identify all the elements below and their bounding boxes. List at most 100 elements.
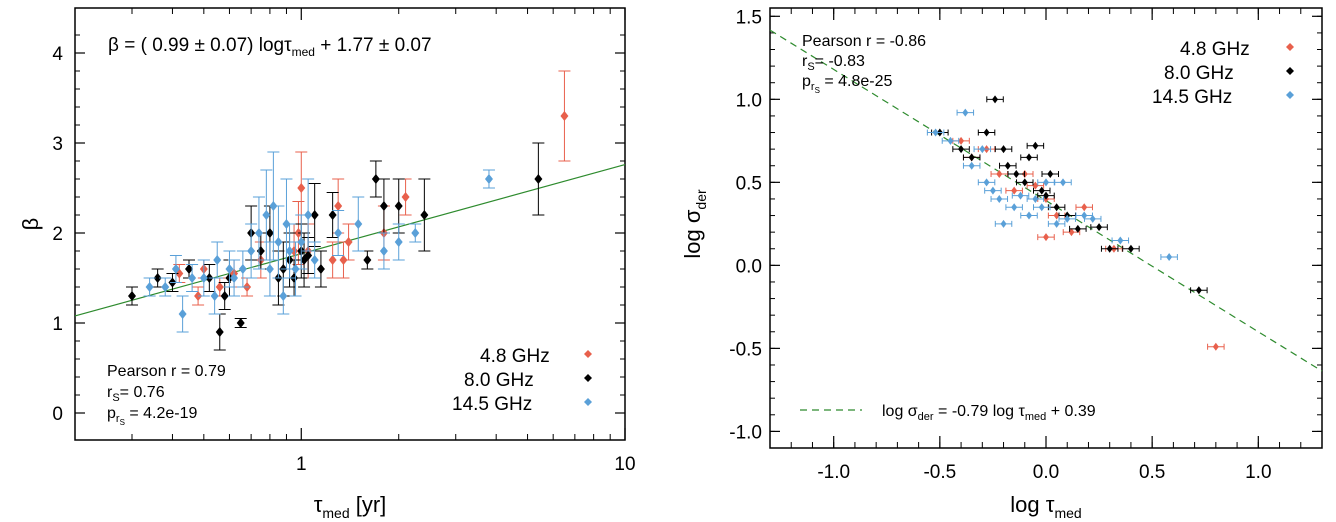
right-point (1004, 161, 1011, 170)
right-legend: 4.8 GHz 8.0 GHz 14.5 GHz (1152, 39, 1294, 108)
left-point (394, 237, 403, 247)
left-point (379, 246, 388, 256)
left-point (215, 327, 224, 337)
right-legend-label-3: 14.5 GHz (1152, 87, 1232, 108)
right-point (1117, 236, 1124, 245)
left-point (290, 246, 299, 256)
right-point (1047, 170, 1054, 179)
left-equation: β = ( 0.99 ± 0.07) logτmed + 1.77 ± 0.07 (108, 35, 432, 59)
right-ytick-label: 0.0 (736, 256, 762, 277)
left-point (247, 246, 256, 256)
left-point (225, 264, 234, 274)
left-point (297, 183, 306, 193)
left-point (185, 264, 194, 274)
right-point (1081, 203, 1088, 212)
right-data-points (926, 95, 1225, 351)
right-point (958, 145, 965, 154)
right-point (1043, 178, 1049, 187)
left-point (328, 210, 337, 220)
left-ytick-label: 3 (52, 134, 63, 155)
left-legend-marker-blue (584, 398, 592, 406)
right-ytick-label: 1.5 (736, 7, 762, 28)
right-point (1053, 219, 1060, 228)
right-chart: -1.0 -0.5 0.0 0.5 1.0 1.5 -1.0 -0.5 0.0 0.5 1.0 Pe… (680, 7, 1323, 521)
right-point (1000, 145, 1007, 154)
right-ytick-label: -1.0 (729, 422, 762, 443)
left-point (310, 255, 319, 265)
right-point (1195, 286, 1202, 295)
left-point (560, 111, 569, 121)
left-pvalue: prS = 4.2e-19 (107, 405, 198, 427)
left-chart: 0 1 2 3 4 1 10 β = ( 0.99 ± 0.07) logτmed + 1.… (18, 7, 636, 521)
right-point (1096, 223, 1103, 232)
right-point (1059, 178, 1066, 187)
right-point (983, 178, 990, 187)
right-point (1032, 141, 1039, 150)
right-point (989, 186, 996, 195)
left-point (310, 210, 319, 220)
left-point (297, 237, 306, 247)
left-point (262, 210, 271, 220)
right-legend-marker-red (1286, 43, 1294, 51)
left-point (256, 246, 265, 256)
left-ytick-label: 1 (52, 314, 63, 335)
right-point (1021, 178, 1028, 187)
left-plot-frame (74, 7, 626, 441)
right-point (1026, 211, 1033, 220)
right-point (1038, 186, 1045, 195)
left-point (379, 201, 388, 211)
left-point (285, 246, 294, 256)
left-xtick-label: 1 (296, 454, 307, 475)
left-point (210, 291, 219, 301)
right-point (1013, 170, 1020, 179)
left-point (371, 174, 380, 184)
left-xlabel: τmed [yr] (314, 492, 387, 521)
left-point (274, 237, 283, 247)
left-pearson: Pearson r = 0.79 (107, 363, 226, 380)
right-point (1064, 214, 1071, 223)
right-point (992, 95, 999, 104)
right-point (962, 108, 969, 117)
left-point (334, 201, 343, 211)
left-point (178, 309, 187, 319)
right-ytick-label: 1.0 (736, 90, 762, 111)
left-point (238, 264, 247, 274)
left-point (354, 219, 363, 229)
left-point (230, 273, 239, 283)
left-xtick-label: 10 (614, 454, 635, 475)
left-point (279, 291, 288, 301)
left-point (236, 318, 245, 328)
right-xtick-label: 1.0 (1245, 462, 1271, 483)
right-point (1053, 211, 1060, 220)
left-point (188, 273, 197, 283)
left-point (145, 282, 154, 292)
left-data-points (126, 70, 571, 351)
left-point (316, 264, 325, 274)
left-point (534, 174, 543, 184)
right-legend-label-1: 4.8 GHz (1180, 39, 1250, 60)
left-point (420, 210, 429, 220)
right-xlabel: log τmed (1010, 492, 1081, 521)
right-point (1043, 233, 1049, 242)
right-point (1000, 219, 1007, 228)
left-legend-marker-black (584, 374, 592, 382)
right-point (947, 136, 954, 145)
left-legend-label-2: 8.0 GHz (464, 370, 534, 391)
right-point (1127, 244, 1134, 253)
left-spearman: rS= 0.76 (107, 384, 165, 404)
right-xtick-label: -1.0 (817, 462, 850, 483)
right-ytick-label: -0.5 (729, 339, 762, 360)
left-point (334, 228, 343, 238)
left-point (484, 174, 493, 184)
left-point (199, 273, 208, 283)
left-legend-label-3: 14.5 GHz (452, 394, 532, 415)
right-xtick-label: 0.0 (1033, 462, 1059, 483)
left-point (401, 192, 410, 202)
left-legend-label-1: 4.8 GHz (480, 346, 550, 367)
left-point (254, 228, 263, 238)
right-point (1053, 203, 1060, 212)
left-ytick-label: 4 (52, 44, 63, 65)
right-point (996, 170, 1003, 179)
right-ytick-label: 0.5 (736, 173, 762, 194)
left-ytick-label: 0 (52, 404, 63, 425)
